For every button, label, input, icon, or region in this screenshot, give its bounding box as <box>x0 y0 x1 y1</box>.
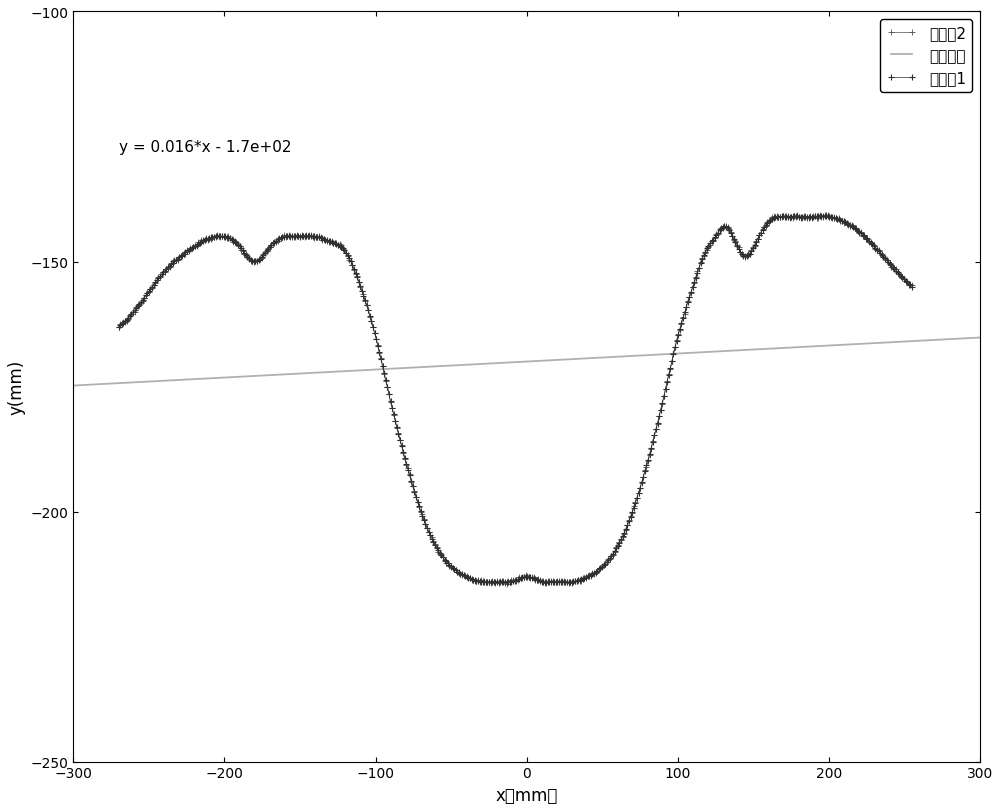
传感器1 <box>586 569 598 579</box>
传感器2 <box>489 578 501 588</box>
Y-axis label: y(mm): y(mm) <box>7 359 25 414</box>
Line: 传感器2: 传感器2 <box>116 212 915 586</box>
传感器2 <box>814 211 826 221</box>
传感器1 <box>817 212 829 221</box>
Legend: 传感器2, 线性拟合, 传感器1: 传感器2, 线性拟合, 传感器1 <box>880 20 972 92</box>
X-axis label: x（mm）: x（mm） <box>495 786 558 804</box>
传感器1 <box>543 577 555 587</box>
传感器2 <box>764 216 776 225</box>
传感器2 <box>586 569 598 578</box>
传感器1 <box>501 577 513 587</box>
传感器1 <box>764 216 776 225</box>
传感器1 <box>890 267 902 277</box>
传感器2 <box>906 281 918 290</box>
传感器2 <box>494 576 506 586</box>
传感器1 <box>489 577 501 586</box>
传感器2 <box>113 323 125 333</box>
传感器1 <box>906 282 918 292</box>
传感器2 <box>501 579 513 589</box>
传感器1 <box>113 322 125 332</box>
传感器2 <box>890 265 902 275</box>
传感器2 <box>543 577 555 586</box>
Text: y = 0.016*x - 1.7e+02: y = 0.016*x - 1.7e+02 <box>119 140 291 155</box>
Line: 传感器1: 传感器1 <box>115 213 915 586</box>
传感器1 <box>494 577 506 587</box>
